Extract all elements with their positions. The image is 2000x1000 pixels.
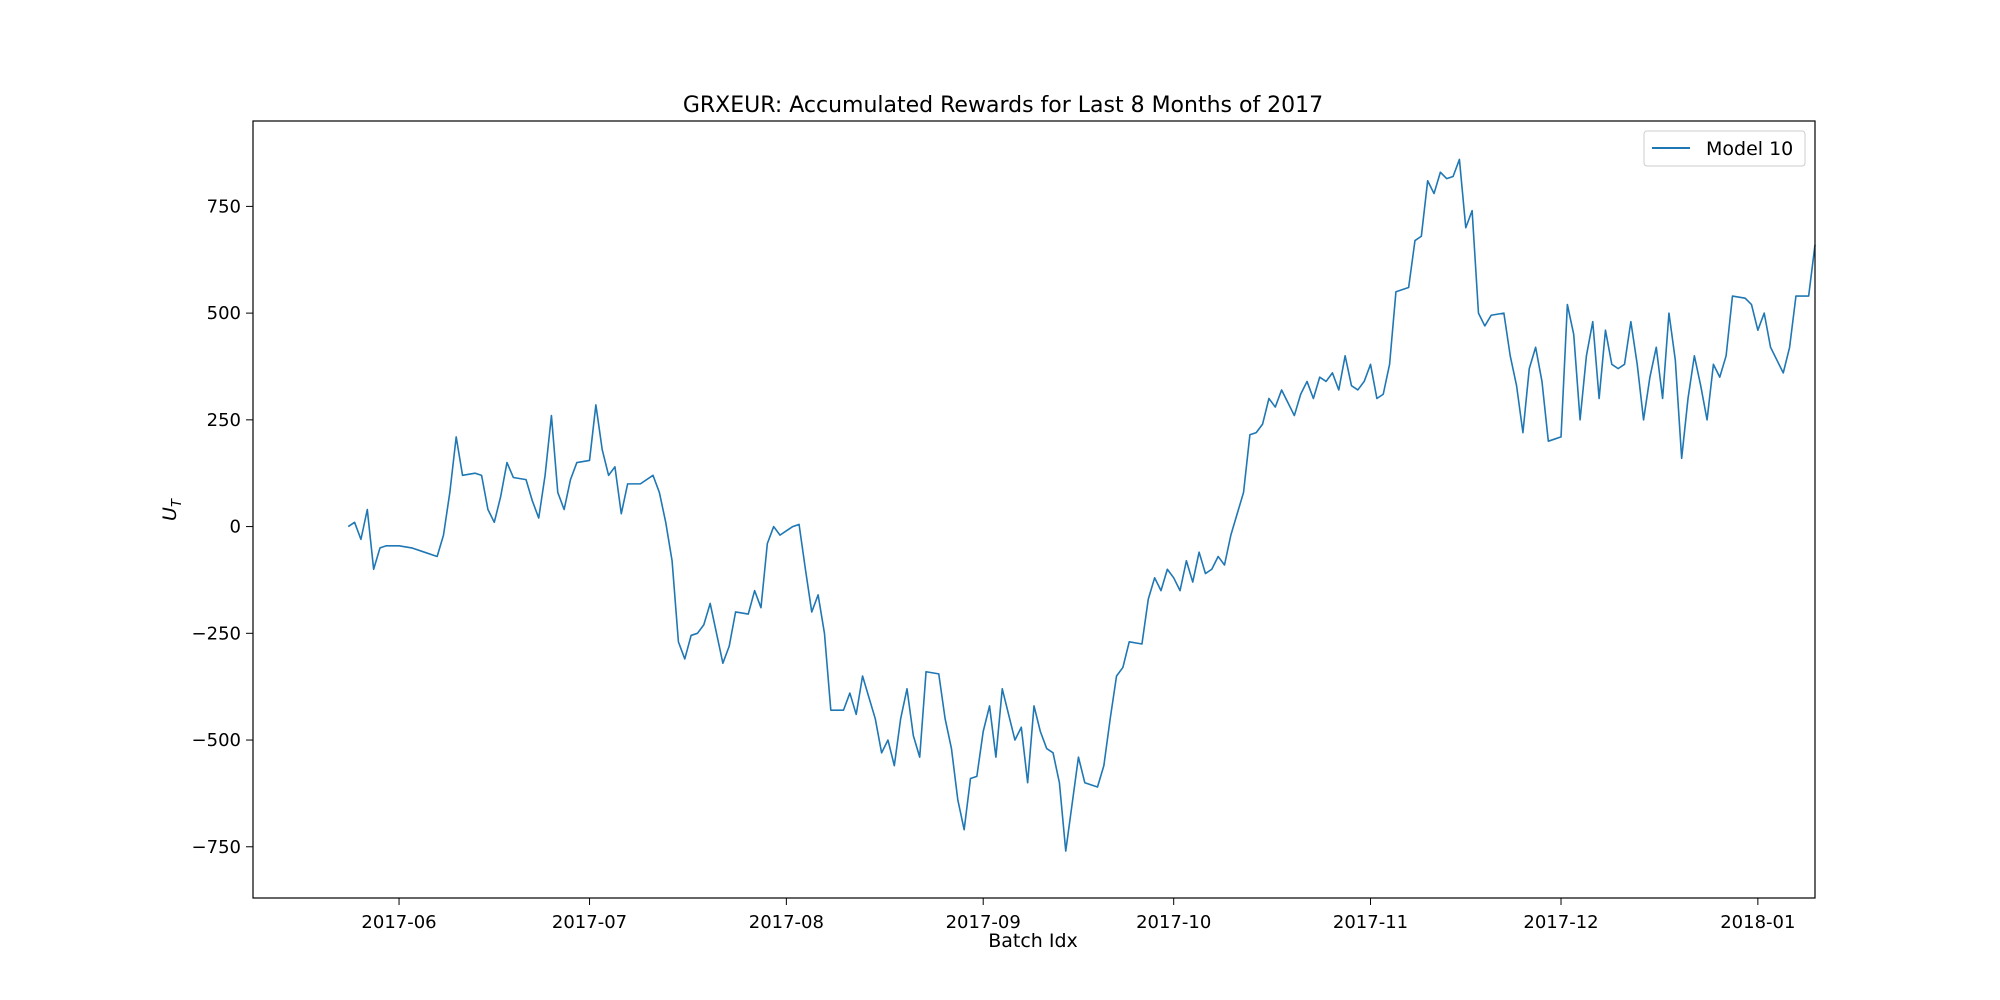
y-tick-label: 750 <box>207 196 241 217</box>
legend-box <box>1643 130 1806 167</box>
y-tick-label: 250 <box>207 410 241 431</box>
x-tick-label: 2017-10 <box>1136 912 1211 933</box>
legend-label: Model 10 <box>1706 138 1793 160</box>
y-tick-label: 0 <box>230 517 241 538</box>
x-tick-label: 2017-12 <box>1523 912 1598 933</box>
legend: Model 10 <box>1643 130 1806 167</box>
y-tick-label: −250 <box>192 623 241 644</box>
x-tick-label: 2017-07 <box>552 912 627 933</box>
y-tick-label: 500 <box>207 303 241 324</box>
series-line-0 <box>347 158 1816 852</box>
x-tick-label: 2017-06 <box>361 912 436 933</box>
x-tick-label: 2017-08 <box>749 912 824 933</box>
y-axis: −750 −500 −250 0 250 500 750 <box>192 196 253 858</box>
x-tick-label: 2017-09 <box>946 912 1021 933</box>
y-axis-label-sub: T <box>170 498 185 507</box>
x-tick-label: 2017-11 <box>1333 912 1408 933</box>
series-layer <box>347 158 1816 852</box>
y-axis-label-group: UT <box>159 498 185 521</box>
x-axis-label: Batch Idx <box>988 930 1078 952</box>
x-tick-label: 2018-01 <box>1720 912 1795 933</box>
x-axis: 2017-06 2017-07 2017-08 2017-09 2017-10 2017-… <box>361 898 1795 933</box>
y-axis-label: UT <box>159 498 185 521</box>
y-tick-label: −500 <box>192 730 241 751</box>
plot-frame <box>252 120 1816 899</box>
chart-title: GRXEUR: Accumulated Rewards for Last 8 M… <box>683 93 1323 118</box>
y-axis-label-main: U <box>159 507 181 521</box>
y-tick-label: −750 <box>192 837 241 858</box>
